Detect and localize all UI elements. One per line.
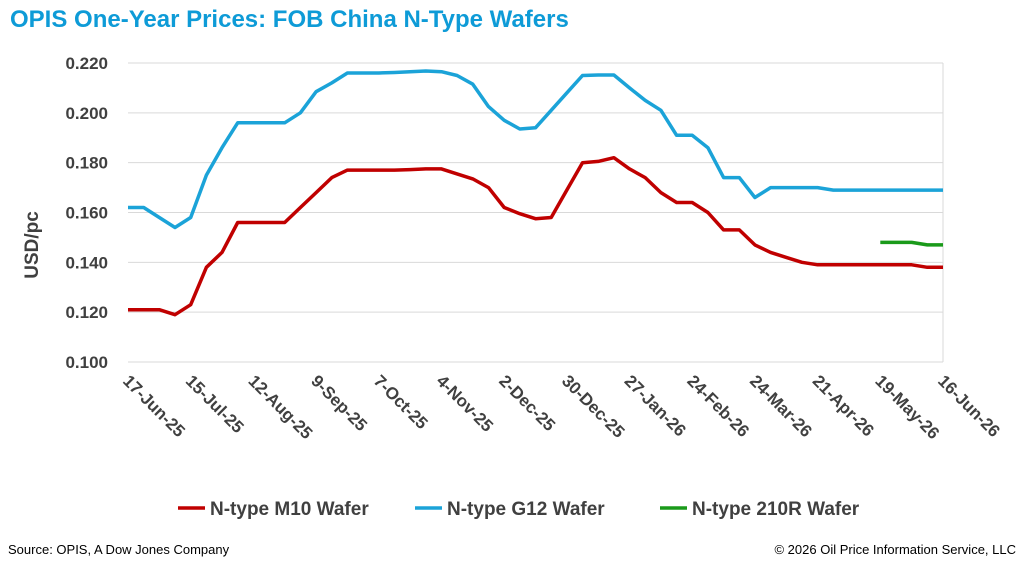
x-tick-label: 7-Oct-25 [370, 371, 432, 433]
y-tick-label: 0.160 [65, 204, 108, 223]
x-tick-label: 9-Sep-25 [307, 371, 371, 435]
x-tick-label: 21-Apr-26 [809, 371, 878, 440]
x-tick-label: 27-Jan-26 [621, 371, 690, 440]
y-axis-label: USD/pc [22, 211, 43, 279]
series-line [880, 240, 943, 247]
x-tick-label: 16-Jun-26 [934, 371, 1004, 441]
x-tick-label: 30-Dec-25 [558, 371, 628, 441]
x-tick-label: 4-Nov-25 [433, 371, 497, 435]
y-tick-label: 0.100 [65, 353, 108, 372]
legend-label: N-type 210R Wafer [692, 499, 860, 520]
series-line [128, 155, 943, 317]
y-tick-label: 0.220 [65, 54, 108, 73]
y-tick-label: 0.120 [65, 303, 108, 322]
x-tick-label: 12-Aug-25 [245, 371, 317, 443]
chart-title: OPIS One-Year Prices: FOB China N-Type W… [10, 6, 569, 33]
y-tick-label: 0.180 [65, 154, 108, 173]
y-tick-label: 0.200 [65, 104, 108, 123]
legend-label: N-type G12 Wafer [447, 499, 605, 520]
x-tick-label: 19-May-26 [871, 371, 943, 443]
source: Source: OPIS, A Dow Jones Company [8, 542, 230, 557]
copyright: © 2026 Oil Price Information Service, LL… [774, 542, 1016, 557]
y-tick-label: 0.140 [65, 253, 108, 272]
x-tick-label: 17-Jun-25 [119, 371, 189, 441]
x-tick-label: 2-Dec-25 [495, 371, 559, 435]
legend-label: N-type M10 Wafer [210, 499, 369, 520]
series-line [128, 69, 943, 230]
x-tick-label: 24-Feb-26 [683, 371, 753, 441]
x-tick-label: 24-Mar-26 [746, 371, 816, 441]
x-tick-label: 15-Jul-25 [182, 371, 248, 437]
